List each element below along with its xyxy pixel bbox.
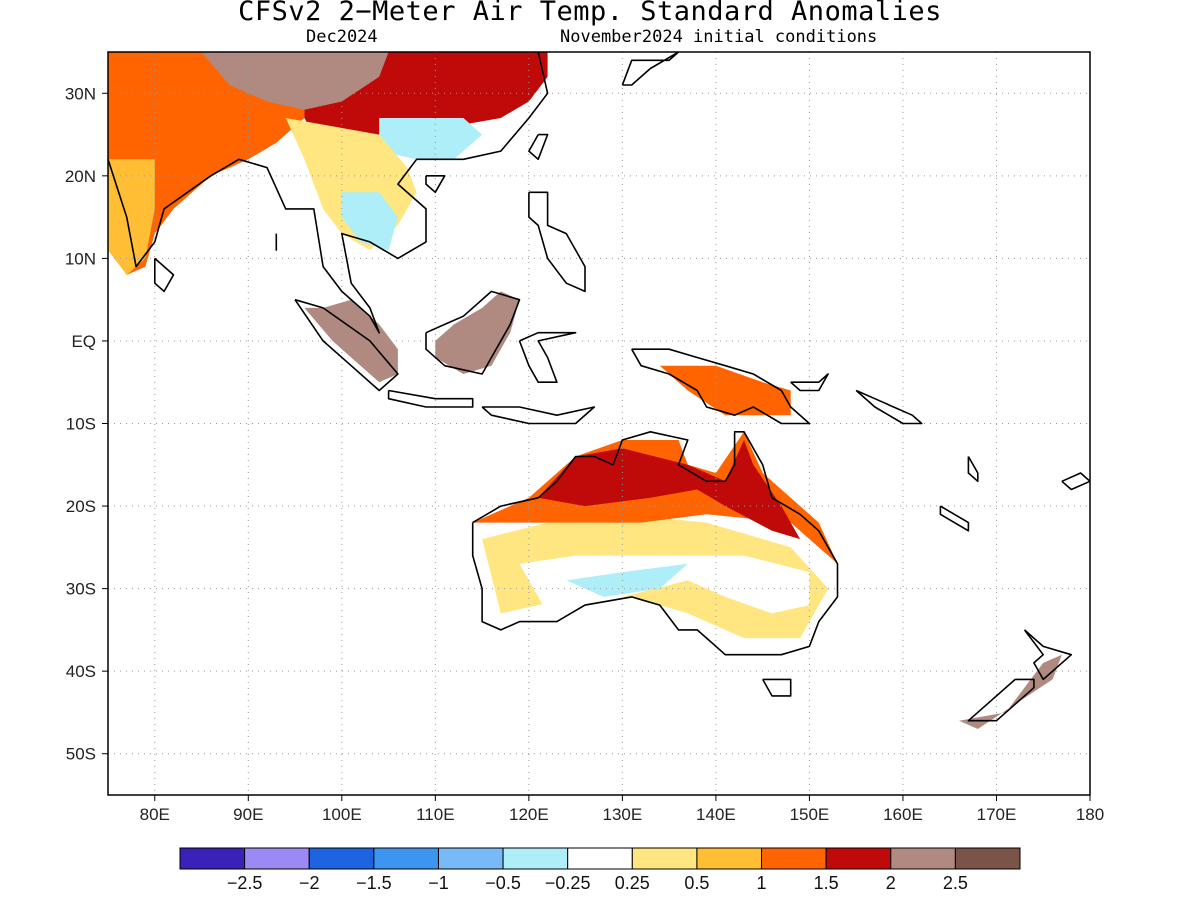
coastline-17 xyxy=(967,456,979,483)
anomaly-region-0 xyxy=(108,52,305,275)
colorbar-label: 1.5 xyxy=(814,873,839,893)
coastline-13 xyxy=(471,430,839,656)
axis-ticks: 30N 20N 10N EQ 10S 20S 30S 40S 50S 80E 90E 100E 110E… xyxy=(65,84,1104,824)
lat-tick-label: 10S xyxy=(66,415,96,434)
lat-tick-label: 20S xyxy=(66,497,96,516)
lon-tick-label: 130E xyxy=(603,805,643,824)
colorbar-swatch xyxy=(179,847,246,870)
lon-tick-label: 160E xyxy=(883,805,923,824)
anomaly-region-1 xyxy=(108,159,155,275)
anomaly-fills xyxy=(108,52,1062,729)
colorbar-label: −0.25 xyxy=(545,873,591,893)
anomaly-region-6 xyxy=(341,192,398,251)
colorbar: −2.5 −2 −1.5 −1 −0.5 −0.25 0.25 0.5 1 1.5 2 2.5 xyxy=(179,847,1021,893)
coastline-15 xyxy=(1023,629,1073,681)
colorbar-label: −1.5 xyxy=(356,873,392,893)
coastline-21 xyxy=(425,175,446,194)
lat-tick-label: EQ xyxy=(71,332,96,351)
colorbar-swatch xyxy=(825,847,892,870)
lon-tick-label: 90E xyxy=(233,805,263,824)
anomaly-region-8 xyxy=(435,291,520,374)
colorbar-label: −2.5 xyxy=(227,873,263,893)
coastline-6 xyxy=(518,331,577,384)
colorbar-swatch xyxy=(890,847,956,870)
coastline-9 xyxy=(621,52,680,86)
coastline-19 xyxy=(1061,472,1090,491)
coastline-12 xyxy=(855,389,923,425)
lat-tick-label: 30S xyxy=(66,580,96,599)
anomaly-region-9 xyxy=(659,365,791,416)
coastlines xyxy=(108,52,1090,722)
colorbar-swatch xyxy=(631,847,698,870)
lat-tick-label: 10N xyxy=(65,249,96,268)
lat-tick-label: 30N xyxy=(65,84,96,103)
coastline-0 xyxy=(108,52,549,334)
coastline-1 xyxy=(154,257,175,293)
colorbar-swatch xyxy=(308,847,375,870)
lon-tick-label: 120E xyxy=(509,805,549,824)
lon-tick-label: 100E xyxy=(322,805,362,824)
lat-tick-label: 40S xyxy=(66,662,96,681)
coastline-8 xyxy=(528,133,549,161)
colorbar-swatch xyxy=(244,847,310,870)
coastline-2 xyxy=(294,298,399,392)
lon-tick-label: 170E xyxy=(977,805,1017,824)
anomaly-region-3 xyxy=(379,118,483,160)
lat-tick-label: 20N xyxy=(65,167,96,186)
colorbar-label: 2 xyxy=(886,873,896,893)
colorbar-swatch xyxy=(437,847,504,870)
colorbar-label: 1 xyxy=(757,873,767,893)
lon-tick-label: 80E xyxy=(140,805,170,824)
chart-title: CFSv2 2−Meter Air Temp. Standard Anomali… xyxy=(238,0,942,27)
colorbar-label: −2 xyxy=(299,873,320,893)
colorbar-swatch xyxy=(502,847,569,870)
anomaly-region-16 xyxy=(959,654,1062,729)
lon-tick-label: 140E xyxy=(696,805,736,824)
coastline-18 xyxy=(939,505,970,532)
lon-tick-label: 110E xyxy=(416,805,454,824)
coastline-7 xyxy=(528,191,586,293)
anomaly-region-14 xyxy=(519,555,810,614)
colorbar-swatch xyxy=(954,847,1021,870)
colorbar-label: 0.25 xyxy=(615,873,650,893)
coastline-10 xyxy=(631,348,811,425)
colorbar-label: 2.5 xyxy=(943,873,968,893)
colorbar-swatch xyxy=(567,847,633,870)
colorbar-swatch xyxy=(696,847,763,870)
forecast-month: Dec2024 xyxy=(306,27,378,47)
lon-tick-label: 180 xyxy=(1076,805,1104,824)
coastline-11 xyxy=(790,373,829,392)
coastline-3 xyxy=(387,389,474,408)
colorbar-swatch xyxy=(373,847,439,870)
lat-tick-label: 50S xyxy=(66,745,96,764)
coastline-16 xyxy=(967,678,1035,722)
coastline-14 xyxy=(762,678,792,697)
anomaly-region-4 xyxy=(201,52,389,110)
initial-conditions: November2024 initial conditions xyxy=(560,27,878,47)
colorbar-label: −0.5 xyxy=(485,873,521,893)
colorbar-swatch xyxy=(761,847,827,870)
coastline-5 xyxy=(425,290,521,375)
coastline-4 xyxy=(481,406,596,425)
colorbar-label: −1 xyxy=(428,873,449,893)
lon-tick-label: 150E xyxy=(790,805,830,824)
colorbar-label: 0.5 xyxy=(684,873,709,893)
anomaly-region-15 xyxy=(566,563,688,597)
